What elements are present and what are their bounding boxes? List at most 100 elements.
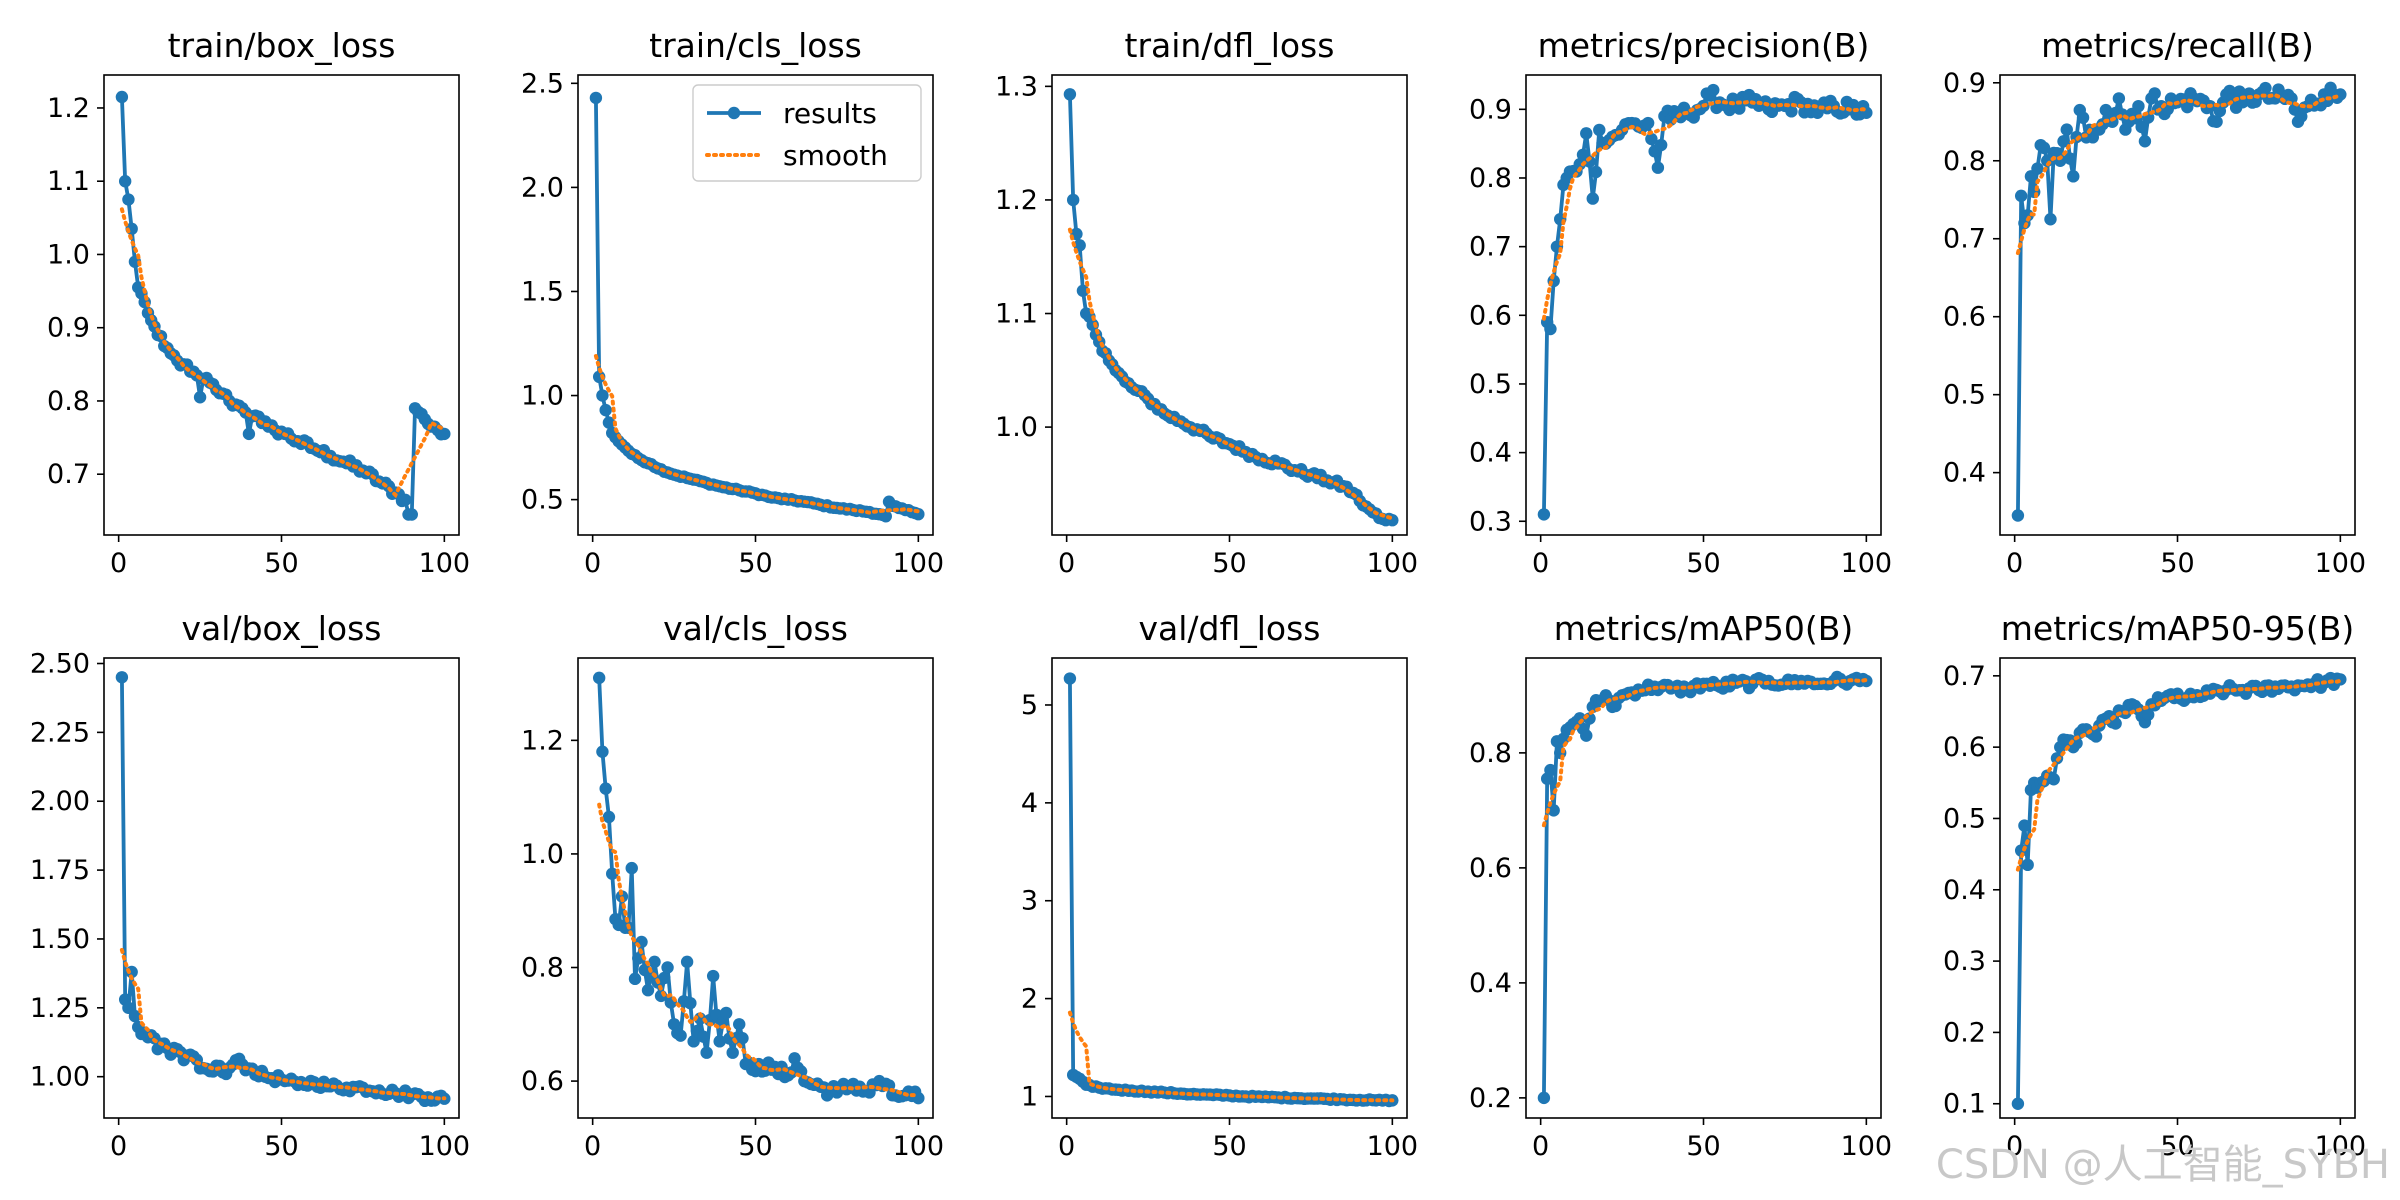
plot-area (592, 671, 925, 1105)
results-point (700, 1046, 713, 1059)
subplot-title: metrics/precision(B) (1538, 26, 1870, 65)
x-tick-label: 50 (1212, 548, 1246, 579)
results-point (648, 955, 661, 969)
smooth-line (2015, 678, 2343, 872)
results-point (1651, 161, 1665, 174)
results-point (1593, 123, 1606, 137)
subplot-title: train/box_loss (168, 26, 396, 65)
results-point (1066, 193, 1080, 207)
results-point (2021, 858, 2034, 872)
results-point (2138, 135, 2152, 148)
legend-smooth-label: smooth (783, 139, 888, 172)
results-point (599, 782, 612, 795)
results-point (1063, 88, 1077, 101)
results-point (602, 810, 616, 824)
subplot-train-dfl-loss: train/dfl_loss 0 50 100 1.0 1.1 1.2 1.3 (995, 26, 1418, 579)
y-tick-label: 0.1 (1943, 1089, 1986, 1120)
results-point (625, 861, 638, 875)
smooth-line (593, 354, 921, 515)
y-tick-label: 0.3 (1943, 946, 1986, 977)
results-point (1641, 116, 1655, 130)
plot-area (1537, 83, 1873, 521)
results-point (726, 1046, 739, 1059)
subplot-metrics-recall-b-: metrics/recall(B) 0 50 100 0.4 0.5 0.6 0.7 0.8 0.… (1943, 26, 2366, 579)
subplot-metrics-map50-95-b-: metrics/mAP50-95(B) 0 50 100 0.1 0.2 0.3 0.4 0.5… (1943, 609, 2366, 1162)
y-tick-label: 2 (1021, 984, 1038, 1015)
y-tick-label: 0.2 (1469, 1083, 1512, 1114)
results-point (684, 996, 697, 1010)
results-point (606, 867, 619, 880)
smooth-line (119, 947, 447, 1101)
y-tick-label: 1.50 (30, 924, 90, 955)
x-tick-label: 0 (1532, 548, 1549, 579)
x-tick-label: 0 (1532, 1131, 1549, 1162)
results-point (193, 391, 207, 404)
results-point (2089, 730, 2103, 743)
y-tick-label: 0.7 (1943, 224, 1986, 255)
y-tick-label: 0.8 (521, 953, 564, 984)
results-point (2210, 115, 2223, 128)
results-point (242, 427, 256, 441)
x-tick-label: 0 (2006, 548, 2023, 579)
x-tick-label: 100 (2315, 1131, 2367, 1162)
results-line (597, 677, 921, 1099)
x-tick-label: 50 (2160, 1131, 2194, 1162)
results-point (680, 955, 694, 969)
legend-results-marker (727, 106, 741, 120)
y-tick-label: 4 (1021, 788, 1038, 819)
x-tick-label: 50 (1686, 548, 1720, 579)
results-point (592, 671, 606, 685)
results-point (2141, 708, 2155, 721)
results-point (2135, 120, 2148, 134)
y-tick-label: 1.00 (30, 1062, 90, 1093)
results-point (1544, 763, 1557, 777)
x-tick-label: 50 (738, 548, 772, 579)
watermark: CSDN @人工智能_SYBH (1936, 1142, 2390, 1188)
y-tick-label: 0.6 (1943, 302, 1986, 333)
results-point (706, 969, 720, 983)
x-tick-label: 0 (584, 1131, 601, 1162)
plot-area (115, 671, 451, 1108)
x-tick-label: 100 (1841, 1131, 1893, 1162)
results-point (1583, 155, 1596, 168)
subplot-val-dfl-loss: val/dfl_loss 0 50 100 1 2 3 4 5 (1021, 609, 1418, 1162)
results-point (1707, 83, 1720, 97)
results-point (879, 510, 892, 523)
results-point (1537, 1091, 1551, 1105)
axes-frame (1525, 74, 1882, 536)
results-point (596, 745, 609, 758)
subplot-val-cls-loss: val/cls_loss 0 50 100 0.6 0.8 1.0 1.2 (521, 609, 944, 1162)
plot-area (1063, 672, 1399, 1108)
results-point (1580, 127, 1593, 140)
smooth-line (119, 207, 447, 499)
results-point (399, 493, 412, 507)
subplot-metrics-map50-b-: metrics/mAP50(B) 0 50 100 0.2 0.4 0.6 0.8 (1469, 609, 1892, 1162)
results-point (592, 370, 606, 384)
results-point (1654, 138, 1668, 152)
results-point (2011, 509, 2025, 522)
y-tick-label: 1.5 (521, 276, 564, 307)
y-tick-label: 1.0 (521, 381, 564, 412)
results-point (405, 508, 418, 521)
x-tick-label: 100 (1841, 548, 1893, 579)
x-tick-label: 0 (584, 548, 601, 579)
y-tick-label: 0.7 (1943, 661, 1986, 692)
y-tick-label: 1.75 (30, 855, 90, 886)
y-tick-label: 1.1 (995, 299, 1038, 330)
y-tick-label: 0.4 (1469, 438, 1512, 469)
results-point (736, 1032, 749, 1045)
x-tick-label: 100 (1367, 548, 1419, 579)
results-point (2044, 213, 2057, 226)
y-tick-label: 5 (1021, 690, 1038, 721)
axes-frame (1051, 657, 1408, 1119)
results-point (122, 193, 135, 206)
results-point (2181, 100, 2194, 114)
x-tick-label: 100 (893, 1131, 945, 1162)
results-point (1580, 729, 1593, 742)
y-tick-label: 2.00 (30, 786, 90, 817)
y-tick-label: 2.25 (30, 717, 90, 748)
results-point (2047, 773, 2060, 786)
subplot-metrics-precision-b-: metrics/precision(B) 0 50 100 0.3 0.4 0.5 0.6 0.… (1469, 26, 1892, 579)
